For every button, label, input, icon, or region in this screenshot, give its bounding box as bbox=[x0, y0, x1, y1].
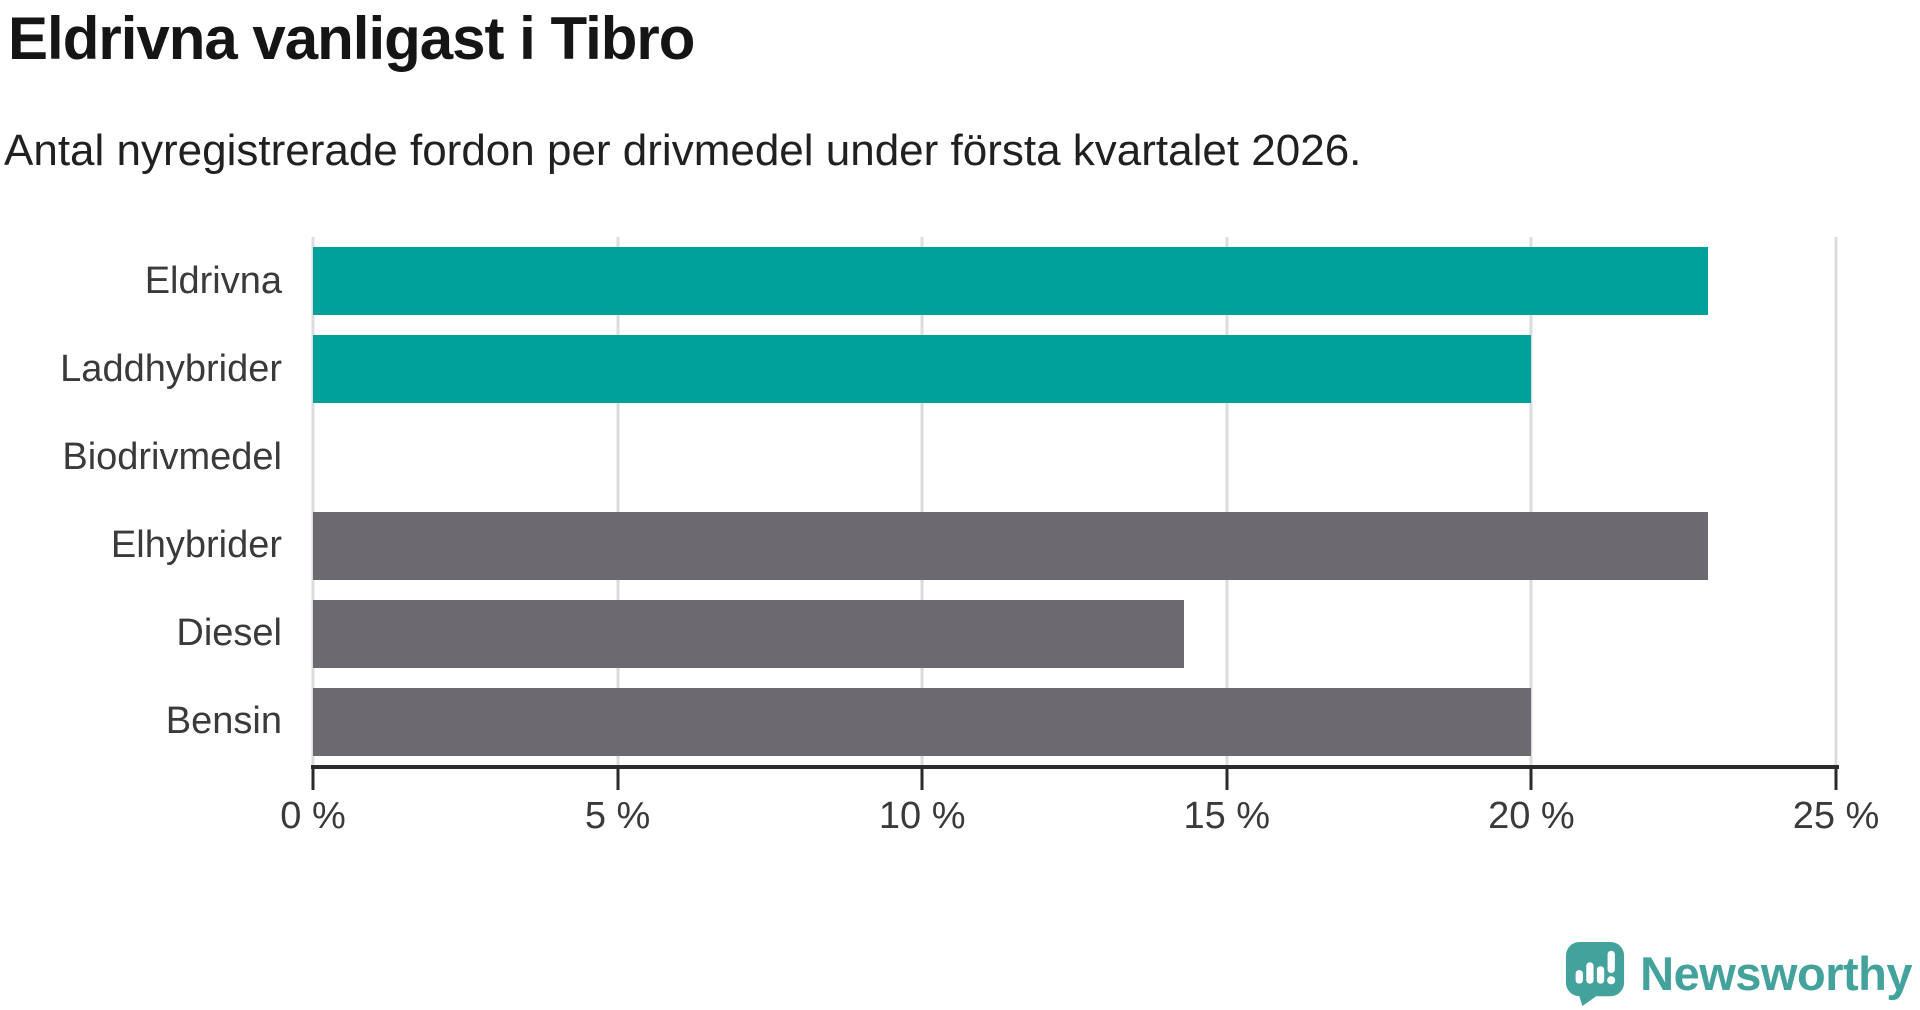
category-label-diesel: Diesel bbox=[176, 612, 282, 655]
bar-row bbox=[313, 511, 1836, 580]
bar-eldrivna bbox=[313, 247, 1709, 316]
tick-mark-20 bbox=[1529, 769, 1533, 790]
gridline-0 bbox=[311, 237, 315, 766]
tick-mark-5 bbox=[616, 769, 620, 790]
gridline-15 bbox=[1225, 237, 1229, 766]
x-axis-ticks: 0 % 5 % 10 % 15 % 20 % 25 % bbox=[280, 769, 1879, 837]
gridline-25 bbox=[1834, 237, 1838, 766]
chart-subtitle: Antal nyregistrerade fordon per drivmede… bbox=[4, 126, 1362, 175]
tick-label-15: 15 % bbox=[1183, 795, 1271, 837]
category-label-elhybrider: Elhybrider bbox=[110, 524, 282, 567]
tick-label-20: 20 % bbox=[1488, 795, 1575, 837]
tick-mark-25 bbox=[1834, 769, 1838, 790]
category-label-bensin: Bensin bbox=[165, 700, 282, 743]
newsworthy-logo-text: Newsworthy bbox=[1640, 946, 1912, 1000]
x-axis-line bbox=[311, 765, 1839, 769]
gridline-20 bbox=[1529, 237, 1533, 766]
tick-label-0: 0 % bbox=[280, 795, 346, 837]
tick-mark-10 bbox=[920, 769, 924, 790]
category-labels: Eldrivna Laddhybrider Biodrivmedel Elhybrid… bbox=[0, 237, 282, 766]
bar-diesel bbox=[313, 599, 1185, 668]
category-label-biodrivmedel: Biodrivmedel bbox=[62, 435, 282, 478]
tick-label-25: 25 % bbox=[1792, 795, 1880, 837]
bar-laddhybrider bbox=[313, 335, 1532, 404]
tick-mark-15 bbox=[1225, 769, 1229, 790]
bar-elhybrider bbox=[313, 511, 1709, 580]
plot-area bbox=[311, 237, 1838, 766]
tick-label-5: 5 % bbox=[584, 795, 651, 837]
gridline-10 bbox=[920, 237, 924, 766]
category-label-eldrivna: Eldrivna bbox=[144, 259, 282, 302]
bar-row bbox=[313, 599, 1836, 668]
bar-row bbox=[313, 335, 1836, 404]
gridline-5 bbox=[616, 237, 620, 766]
bar-row bbox=[313, 423, 1836, 491]
newsworthy-logo-icon bbox=[1566, 942, 1625, 1006]
chart-title: Eldrivna vanligast i Tibro bbox=[8, 5, 695, 72]
tick-label-10: 10 % bbox=[878, 795, 966, 837]
category-label-laddhybrider: Laddhybrider bbox=[60, 347, 282, 390]
bar-row bbox=[313, 247, 1836, 316]
bar-row bbox=[313, 687, 1836, 756]
tick-mark-0 bbox=[311, 769, 315, 790]
newsworthy-logo: Newsworthy bbox=[1564, 940, 1912, 1006]
bar-bensin bbox=[313, 687, 1532, 756]
